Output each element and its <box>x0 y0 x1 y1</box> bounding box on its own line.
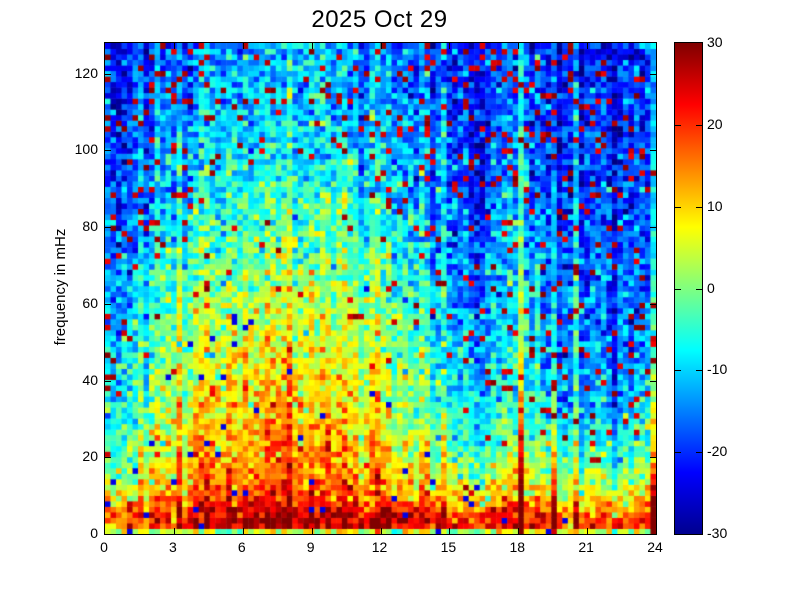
heatmap-canvas <box>105 43 656 534</box>
y-tick-mark <box>650 227 656 229</box>
x-tick-mark <box>449 43 451 49</box>
x-tick-mark <box>311 43 313 49</box>
y-tick-mark <box>105 457 111 459</box>
x-tick-mark <box>587 43 589 49</box>
colorbar-tick-mark <box>696 370 702 372</box>
colorbar-tick-mark <box>675 288 681 290</box>
x-tick-mark <box>518 43 520 49</box>
x-tick-mark <box>587 528 589 534</box>
colorbar-tick-label: -10 <box>707 361 728 378</box>
x-tick-label: 24 <box>647 539 663 555</box>
x-tick-mark <box>311 528 313 534</box>
x-tick-mark <box>380 528 382 534</box>
y-tick-label: 40 <box>82 371 98 388</box>
y-tick-mark <box>105 73 111 75</box>
y-tick-label: 60 <box>82 294 98 311</box>
colorbar-tick-mark <box>696 288 702 290</box>
y-tick-label: 20 <box>82 448 98 465</box>
colorbar-tick-labels: 30 20 10 0 -10 -20 -30 <box>707 0 767 600</box>
colorbar-tick-label: 0 <box>707 279 715 296</box>
y-tick-label: 100 <box>74 141 98 158</box>
x-tick-label: 21 <box>578 539 594 555</box>
colorbar-tick-label: 20 <box>707 115 723 132</box>
plot-area <box>104 42 657 535</box>
colorbar-tick-mark <box>696 124 702 126</box>
x-tick-mark <box>173 43 175 49</box>
colorbar-tick-label: 10 <box>707 197 723 214</box>
x-tick-mark <box>380 43 382 49</box>
x-tick-mark <box>173 528 175 534</box>
x-tick-mark <box>518 528 520 534</box>
chart-title: 2025 Oct 29 <box>311 6 448 33</box>
y-tick-mark <box>105 303 111 305</box>
y-tick-mark <box>105 380 111 382</box>
colorbar-tick-label: -30 <box>707 525 728 541</box>
x-tick-label: 18 <box>509 539 526 555</box>
colorbar-tick-mark <box>675 124 681 126</box>
colorbar-tick-mark <box>696 452 702 454</box>
x-tick-label: 15 <box>440 539 457 555</box>
y-tick-label: 0 <box>90 525 98 541</box>
colorbar-tick-mark <box>675 452 681 454</box>
x-tick-label: 6 <box>237 539 246 555</box>
x-tick-mark <box>449 528 451 534</box>
y-tick-label: 120 <box>74 64 98 81</box>
y-tick-mark <box>105 150 111 152</box>
y-tick-mark <box>105 227 111 229</box>
y-axis-tick-labels: 0 20 40 60 80 100 120 <box>58 0 98 600</box>
y-tick-mark <box>650 457 656 459</box>
colorbar-tick-mark <box>675 206 681 208</box>
y-tick-mark <box>650 380 656 382</box>
colorbar-tick-label: 30 <box>707 34 723 50</box>
x-tick-label: 0 <box>100 539 108 555</box>
colorbar-tick-label: -20 <box>707 443 728 460</box>
x-tick-label: 3 <box>168 539 177 555</box>
y-tick-mark <box>650 303 656 305</box>
colorbar <box>674 42 703 535</box>
colorbar-tick-mark <box>675 370 681 372</box>
x-tick-label: 9 <box>306 539 315 555</box>
y-tick-mark <box>650 73 656 75</box>
x-tick-mark <box>242 43 244 49</box>
x-tick-mark <box>242 528 244 534</box>
x-tick-label: 12 <box>371 539 388 555</box>
colorbar-tick-mark <box>696 206 702 208</box>
y-tick-label: 80 <box>82 218 98 235</box>
x-axis-tick-labels: 0 3 6 9 12 15 18 21 24 <box>0 540 801 560</box>
y-tick-mark <box>650 150 656 152</box>
